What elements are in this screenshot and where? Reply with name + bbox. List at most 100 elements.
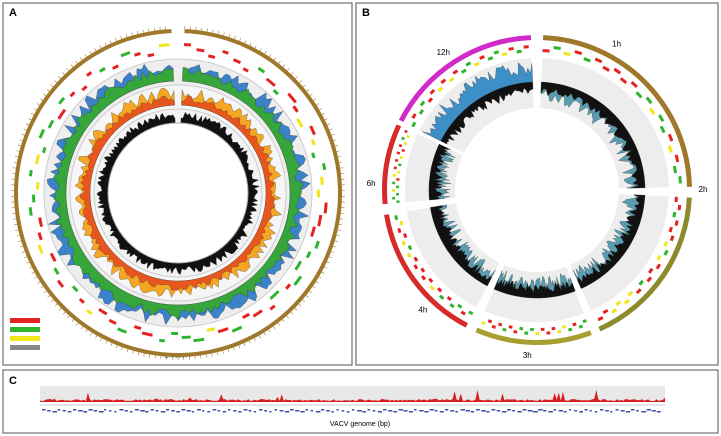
coverage-track (493, 277, 576, 299)
gene-mark (563, 411, 567, 413)
gene-segment (655, 263, 662, 270)
gene-segment (183, 43, 192, 47)
gene-segment (317, 214, 323, 227)
gene-segment (663, 241, 668, 247)
gene-mark (646, 409, 651, 411)
tick (23, 128, 27, 131)
tick (291, 72, 294, 75)
gene-segment (314, 240, 320, 249)
x-axis-label: VACV genome (bp) (330, 421, 390, 428)
gene-segment (479, 55, 485, 60)
tick (309, 93, 313, 96)
tick (331, 134, 335, 136)
gene-mark (594, 411, 598, 413)
tick (142, 29, 144, 33)
gene-mark (486, 411, 490, 413)
tick (104, 42, 107, 46)
gene-mark (202, 410, 205, 412)
gene-mark (605, 410, 609, 412)
tick (239, 38, 241, 42)
tick (115, 38, 117, 42)
gene-segment (677, 204, 682, 211)
gene-mark (243, 409, 248, 411)
tick (298, 303, 302, 307)
timepoint-label: 3h (523, 351, 532, 360)
gene-segment (611, 308, 618, 314)
gene-segment (583, 57, 591, 63)
tick (79, 57, 83, 61)
gene-mark (109, 410, 112, 412)
gene-segment (316, 189, 320, 198)
tick (109, 40, 112, 44)
tick (58, 76, 61, 79)
gene-mark (656, 411, 661, 413)
gene-mark (67, 411, 72, 413)
gene-segment (396, 200, 400, 204)
tick (40, 286, 44, 289)
gene-segment (181, 335, 191, 339)
gene-mark (264, 410, 268, 412)
gene-mark (377, 411, 383, 413)
gene-mark (160, 411, 166, 413)
gene-segment (615, 300, 622, 306)
gene-segment (516, 49, 522, 54)
gene-segment (396, 192, 400, 196)
tick (70, 64, 74, 68)
gene-segment (572, 322, 577, 327)
tick (336, 235, 340, 237)
gene-mark (135, 409, 139, 411)
gene-mark (414, 409, 417, 411)
gene-segment (578, 324, 584, 329)
gene-mark (191, 411, 195, 413)
tick (312, 286, 316, 289)
gene-mark (641, 411, 647, 413)
gene-mark (98, 411, 104, 413)
tick (324, 118, 328, 121)
gene-segment (310, 139, 316, 146)
tick (282, 64, 286, 68)
gene-mark (584, 409, 588, 411)
timepoint-label: 6h (367, 179, 376, 188)
gene-segment (34, 154, 41, 165)
gene-mark (465, 410, 470, 412)
coverage-track (80, 95, 275, 291)
tick (132, 350, 134, 354)
tick (258, 335, 261, 339)
tick (136, 30, 139, 35)
tick (278, 60, 281, 64)
gene-segment (418, 108, 425, 115)
gene-mark (217, 410, 221, 412)
gene-segment (429, 285, 435, 291)
gene-segment (672, 211, 677, 218)
gene-segment (53, 267, 60, 275)
gene-mark (496, 410, 501, 412)
gene-segment (627, 290, 634, 297)
gene-segment (322, 162, 327, 171)
tick (273, 57, 277, 61)
coverage-track (53, 67, 304, 320)
gene-mark (145, 411, 149, 413)
tick (76, 322, 79, 326)
coverage-track (577, 194, 646, 289)
gene-segment (49, 252, 57, 262)
tick (149, 354, 151, 358)
gene-mark (228, 409, 231, 411)
gene-segment (112, 64, 119, 70)
gene-segment (57, 108, 67, 120)
gene-mark (269, 411, 272, 413)
gene-segment (296, 118, 304, 128)
tick (287, 68, 290, 71)
tick (319, 108, 323, 111)
gene-segment (242, 67, 249, 73)
gene-mark (346, 411, 350, 413)
gene-mark (279, 410, 284, 412)
gene-mark (476, 409, 480, 411)
tick (339, 161, 343, 163)
gene-segment (672, 165, 677, 174)
center (457, 110, 617, 270)
gene-segment (638, 279, 645, 286)
gene-mark (610, 411, 613, 413)
gene-segment (574, 50, 583, 56)
tick (16, 235, 20, 237)
gene-segment (648, 107, 656, 116)
